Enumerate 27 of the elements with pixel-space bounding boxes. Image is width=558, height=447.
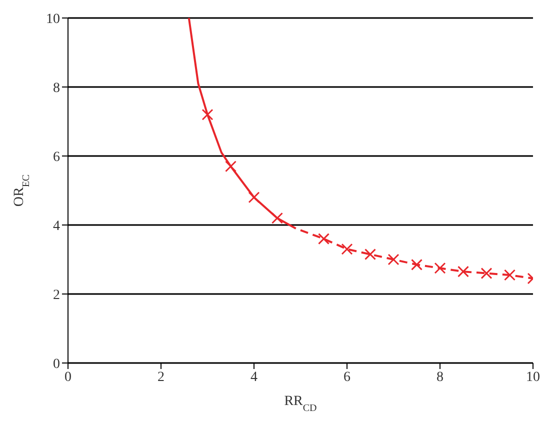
y-tick-label: 6 <box>53 150 60 165</box>
point <box>272 212 283 224</box>
point <box>318 233 330 245</box>
x-tick-label: 0 <box>64 370 72 385</box>
point <box>364 248 376 260</box>
point <box>202 108 214 120</box>
point <box>248 192 260 204</box>
point <box>411 258 422 270</box>
y-tick-label: 0 <box>53 356 60 372</box>
y-tick-label: 4 <box>53 218 60 234</box>
x-tick-label: 2 <box>158 370 164 385</box>
point <box>434 262 446 274</box>
y-tick-label: 10 <box>46 12 60 27</box>
x-tick-label: 10 <box>526 370 540 385</box>
x-tick-label: 4 <box>250 370 258 385</box>
point <box>458 266 469 278</box>
x-tick-label: 8 <box>436 370 444 385</box>
point <box>388 254 400 266</box>
point <box>225 160 236 172</box>
point <box>504 269 516 281</box>
x-tick-label: 6 <box>344 370 350 385</box>
y-tick-label: 2 <box>53 288 60 303</box>
x-axis-title: RR$_{CD}$ <box>284 394 317 414</box>
y-tick-label: 8 <box>53 80 60 96</box>
point <box>480 268 492 280</box>
line-series <box>188 18 297 230</box>
point <box>341 243 353 255</box>
